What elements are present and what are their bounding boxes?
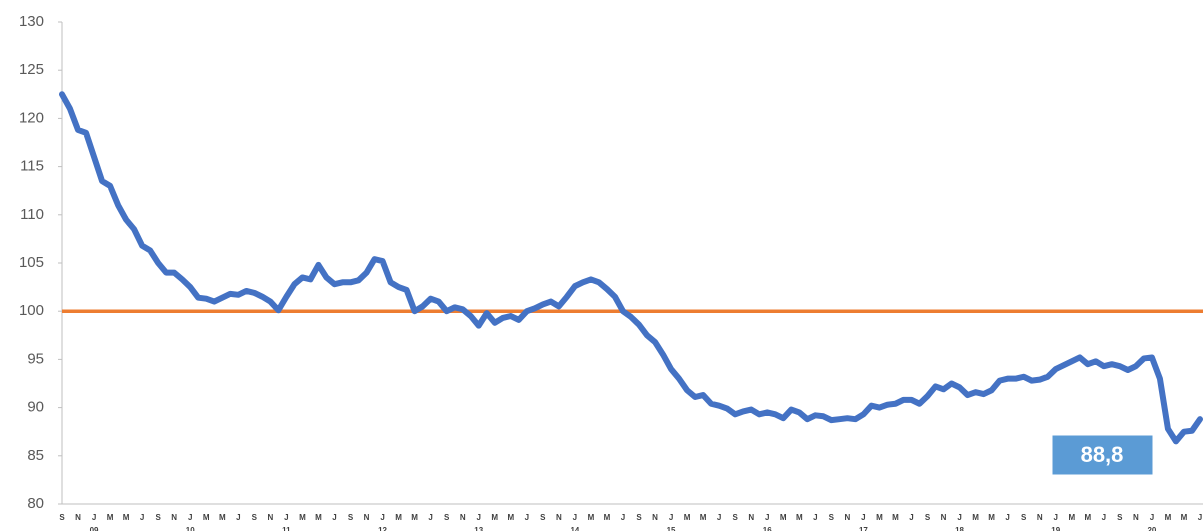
x-tick-label: M	[780, 513, 787, 522]
x-tick-label: J	[573, 513, 577, 522]
x-tick-label: M	[507, 513, 514, 522]
x-tick-label: J	[909, 513, 913, 522]
x-tick-label: J	[284, 513, 288, 522]
y-tick-label: 105	[19, 254, 44, 271]
year-label: 12	[378, 526, 387, 531]
x-tick-label: J	[477, 513, 481, 522]
y-tick-label: 120	[19, 109, 44, 126]
x-tick-label: J	[765, 513, 769, 522]
x-tick-label: S	[540, 513, 546, 522]
y-tick-label: 100	[19, 302, 44, 319]
x-tick-label: S	[829, 513, 835, 522]
x-tick-label: S	[1021, 513, 1027, 522]
x-tick-label: J	[428, 513, 432, 522]
x-tick-label: J	[1054, 513, 1058, 522]
x-tick-label: N	[1037, 513, 1043, 522]
x-tick-label: M	[1165, 513, 1172, 522]
x-tick-label: M	[219, 513, 226, 522]
x-tick-label: J	[236, 513, 240, 522]
x-tick-label: N	[364, 513, 370, 522]
annotation: 88,8	[1081, 442, 1124, 467]
x-tick-label: N	[75, 513, 81, 522]
x-tick-label: M	[876, 513, 883, 522]
x-tick-label: S	[733, 513, 739, 522]
x-tick-label: J	[669, 513, 673, 522]
x-tick-label: J	[1005, 513, 1009, 522]
year-label: 09	[90, 526, 99, 531]
x-tick-label: S	[636, 513, 642, 522]
x-tick-label: J	[1198, 513, 1202, 522]
x-tick-label: M	[684, 513, 691, 522]
x-tick-label: S	[348, 513, 354, 522]
year-label: 13	[474, 526, 483, 531]
x-tick-label: M	[588, 513, 595, 522]
y-tick-label: 130	[19, 13, 44, 30]
x-tick-label: J	[813, 513, 817, 522]
x-tick-label: M	[203, 513, 210, 522]
x-tick-label: J	[332, 513, 336, 522]
x-tick-label: J	[140, 513, 144, 522]
year-label: 16	[763, 526, 772, 531]
x-tick-label: S	[59, 513, 65, 522]
y-tick-label: 115	[20, 158, 44, 175]
data-line	[59, 91, 1203, 445]
x-tick-label: M	[988, 513, 995, 522]
y-tick-label: 85	[27, 447, 44, 464]
x-tick-label: N	[748, 513, 754, 522]
x-tick-label: S	[252, 513, 258, 522]
annotation-box	[1051, 434, 1154, 476]
x-tick-label: J	[861, 513, 865, 522]
year-label: 18	[955, 526, 964, 531]
year-label: 19	[1051, 526, 1060, 531]
x-tick-label: J	[717, 513, 721, 522]
x-tick-label: S	[925, 513, 931, 522]
x-tick-label: M	[1181, 513, 1188, 522]
x-tick-label: M	[395, 513, 402, 522]
x-tick-label: M	[892, 513, 899, 522]
x-tick-label: N	[460, 513, 466, 522]
x-tick-label: M	[796, 513, 803, 522]
y-tick-label: 110	[20, 206, 44, 223]
x-tick-label: S	[1117, 513, 1123, 522]
x-tick-label: N	[171, 513, 177, 522]
year-label: 17	[859, 526, 868, 531]
x-tick-label: N	[267, 513, 273, 522]
x-tick-label: M	[107, 513, 114, 522]
x-tick-label: M	[299, 513, 306, 522]
x-tick-label: N	[941, 513, 947, 522]
x-tick-label: J	[525, 513, 529, 522]
x-tick-label: J	[621, 513, 625, 522]
y-tick-label: 95	[27, 350, 44, 367]
x-tick-label: N	[652, 513, 658, 522]
x-tick-label: M	[604, 513, 611, 522]
y-tick-label: 80	[27, 495, 44, 512]
year-label: 20	[1147, 526, 1156, 531]
x-tick-label: J	[92, 513, 96, 522]
x-tick-label: S	[444, 513, 450, 522]
year-label: 15	[667, 526, 676, 531]
x-tick-label: J	[188, 513, 192, 522]
x-tick-label: M	[972, 513, 979, 522]
year-label: 11	[282, 526, 291, 531]
y-tick-label: 90	[27, 399, 44, 416]
x-tick-label: M	[491, 513, 498, 522]
x-tick-label: M	[700, 513, 707, 522]
x-tick-label: M	[1084, 513, 1091, 522]
x-tick-label: J	[1102, 513, 1106, 522]
x-tick-label: S	[155, 513, 161, 522]
x-tick-label: N	[844, 513, 850, 522]
x-tick-label: J	[1150, 513, 1154, 522]
x-tick-label: M	[1068, 513, 1075, 522]
x-tick-label: J	[380, 513, 384, 522]
x-tick-label: N	[556, 513, 562, 522]
x-tick-label: M	[315, 513, 322, 522]
y-tick-label: 125	[19, 61, 44, 78]
x-tick-label: M	[411, 513, 418, 522]
x-tick-label: J	[957, 513, 961, 522]
x-tick-label: N	[1133, 513, 1139, 522]
year-label: 10	[186, 526, 195, 531]
x-tick-label: M	[123, 513, 130, 522]
year-label: 14	[570, 526, 579, 531]
